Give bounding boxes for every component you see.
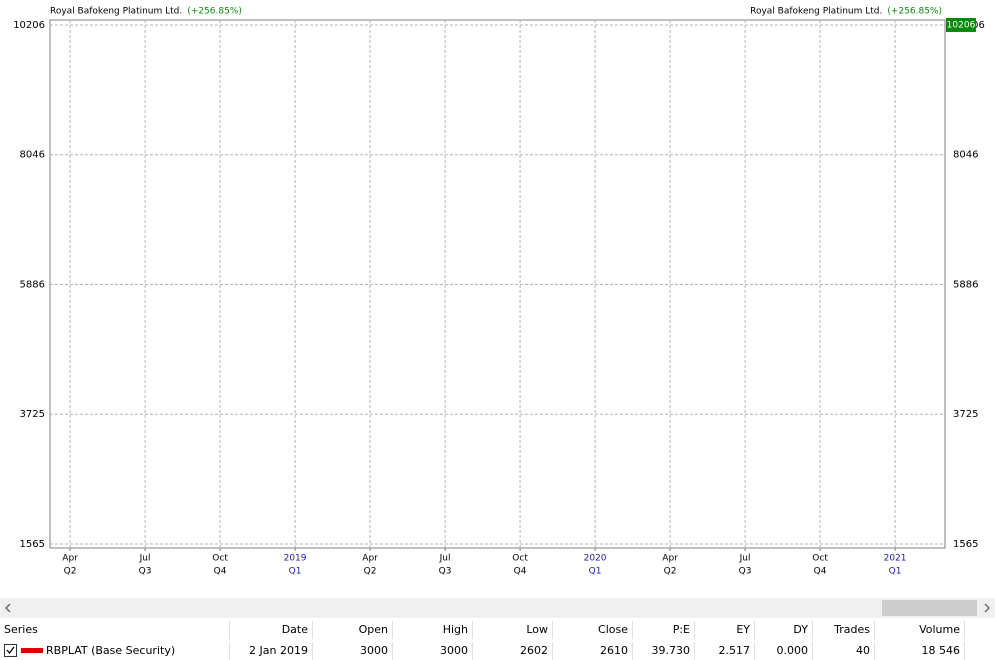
chart-title: Royal Bafokeng Platinum Ltd. [50, 7, 182, 17]
x-tick-label: 2021 [884, 554, 907, 564]
y-tick-label: 1565 [953, 539, 978, 550]
x-quarter-label: Q4 [814, 567, 827, 577]
column-header: P:E [633, 621, 695, 639]
column-header: Low [473, 621, 553, 639]
x-quarter-label: Q2 [664, 567, 677, 577]
x-quarter-label: Q1 [589, 567, 602, 577]
x-quarter-label: Q1 [289, 567, 302, 577]
x-tick-label: Oct [212, 554, 228, 564]
table-cell: 3000 [313, 642, 393, 660]
series-legend-icons[interactable] [4, 642, 44, 660]
x-tick-label: Apr [662, 554, 678, 564]
x-tick-label: 2020 [584, 554, 607, 564]
x-tick-label: Apr [362, 554, 378, 564]
table-cell: 2602 [473, 642, 553, 660]
column-header: DY [755, 621, 813, 639]
x-quarter-label: Q3 [739, 567, 752, 577]
y-tick-label: 3725 [953, 409, 978, 420]
x-tick-label: Jul [739, 554, 751, 564]
x-quarter-label: Q1 [889, 567, 902, 577]
series-name: RBPLAT (Base Security) [46, 644, 176, 657]
column-header: High [393, 621, 473, 639]
x-tick-label: Jul [439, 554, 451, 564]
x-quarter-label: Q4 [214, 567, 227, 577]
scroll-right[interactable] [981, 598, 993, 618]
last-value-label: 10206 [947, 20, 976, 30]
chart: Royal Bafokeng Platinum Ltd. (+256.85%) … [13, 7, 985, 577]
y-tick-label: 5886 [20, 279, 45, 290]
table-cell: 2.517 [695, 642, 755, 660]
y-tick-label: 5886 [953, 279, 978, 290]
column-header: EY [695, 621, 755, 639]
scroll-left[interactable] [2, 598, 14, 618]
x-quarter-label: Q3 [439, 567, 452, 577]
column-header: Close [553, 621, 633, 639]
chart-subtitle: (+256.85%) [187, 7, 242, 17]
x-tick-label: 2019 [284, 554, 307, 564]
column-header: Date [230, 621, 313, 639]
y-tick-label: 3725 [20, 409, 45, 420]
scrollbar[interactable] [0, 598, 995, 618]
column-header: Open [313, 621, 393, 639]
y-tick-label: 1565 [20, 539, 45, 550]
x-quarter-label: Q3 [139, 567, 152, 577]
x-tick-label: Apr [62, 554, 78, 564]
column-header: Trades [813, 621, 875, 639]
table-cell: 3000 [393, 642, 473, 660]
table-cell: 39.730 [633, 642, 695, 660]
y-tick-label: 8046 [953, 150, 978, 161]
table-cell: 2 Jan 2019 [230, 642, 313, 660]
table-cell: 0.000 [755, 642, 813, 660]
chart-title: Royal Bafokeng Platinum Ltd. [750, 7, 882, 17]
y-tick-label: 8046 [20, 150, 45, 161]
table-cell: 40 [813, 642, 875, 660]
x-tick-label: Jul [139, 554, 151, 564]
chart-subtitle: (+256.85%) [887, 7, 942, 17]
column-header: Volume [875, 621, 965, 639]
x-quarter-label: Q4 [514, 567, 527, 577]
x-tick-label: Oct [512, 554, 528, 564]
series-cell: RBPLAT (Base Security) [0, 642, 230, 660]
scroll-thumb[interactable] [882, 600, 977, 616]
x-quarter-label: Q2 [64, 567, 77, 577]
last-value-box [946, 17, 976, 32]
x-quarter-label: Q2 [364, 567, 377, 577]
table-cell: 18 546 [875, 642, 965, 660]
y-tick-label: 10206 [13, 20, 45, 31]
table-cell: 2610 [553, 642, 633, 660]
column-header: Series [0, 621, 230, 639]
x-tick-label: Oct [812, 554, 828, 564]
